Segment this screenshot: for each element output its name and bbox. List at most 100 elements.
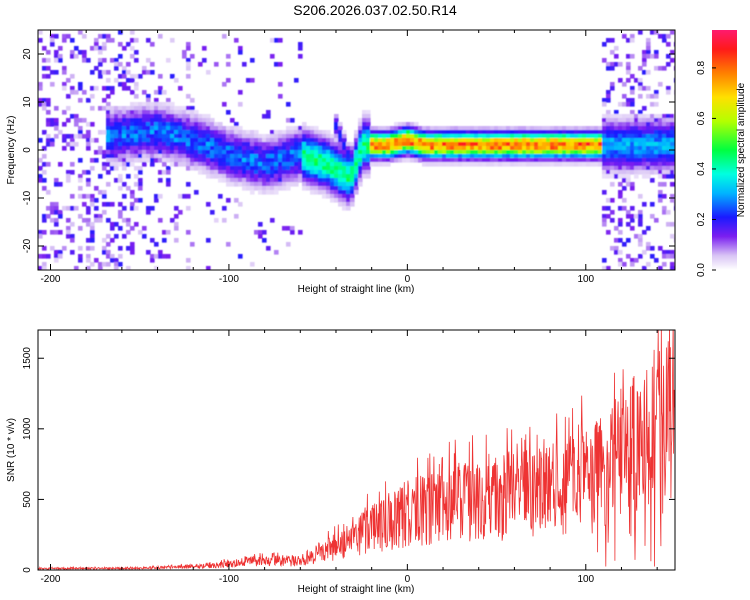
spectrogram-cell — [602, 122, 607, 127]
spectrogram-cell — [622, 126, 627, 131]
spectrogram-cell — [666, 166, 671, 171]
spectrogram-cell — [322, 182, 327, 187]
spectrogram-cell — [126, 86, 131, 91]
spectrogram-cell — [110, 130, 115, 135]
spectrogram-cell — [650, 102, 655, 107]
spectrogram-cell — [174, 238, 179, 243]
spectrogram-cell — [262, 238, 267, 243]
spectrogram-cell — [278, 178, 283, 183]
spectrogram-cell — [326, 190, 331, 195]
spectrogram-x-tick-label: -200 — [40, 274, 60, 285]
spectrogram-cell — [350, 162, 355, 167]
spectrogram-cell — [230, 138, 235, 143]
spectrogram-cell — [178, 134, 183, 139]
spectrogram-cell — [306, 170, 311, 175]
spectrogram-cell — [218, 126, 223, 131]
spectrogram-cell — [658, 134, 663, 139]
spectrogram-cell — [378, 134, 383, 139]
spectrogram-cell — [466, 126, 471, 131]
spectrogram-cell — [446, 150, 451, 155]
spectrogram-cell — [334, 150, 339, 155]
spectrogram-cell — [242, 130, 247, 135]
spectrogram-cell — [78, 186, 83, 191]
spectrogram-cell — [110, 162, 115, 167]
spectrogram-cell — [178, 122, 183, 127]
spectrogram-cell — [114, 166, 119, 171]
spectrogram-cell — [302, 150, 307, 155]
spectrogram-cell — [238, 90, 243, 95]
spectrogram-cell — [390, 134, 395, 139]
spectrogram-cell — [466, 154, 471, 159]
spectrogram-cell — [166, 178, 171, 183]
spectrogram-cell — [206, 162, 211, 167]
spectrogram-cell — [154, 106, 159, 111]
spectrogram-cell — [578, 154, 583, 159]
spectrogram-cell — [670, 146, 675, 151]
spectrogram-cell — [478, 130, 483, 135]
spectrogram-cell — [506, 154, 511, 159]
spectrogram-cell — [474, 138, 479, 143]
spectrogram-cell — [174, 138, 179, 143]
spectrogram-cell — [134, 106, 139, 111]
spectrogram-cell — [274, 170, 279, 175]
spectrogram-cell — [150, 150, 155, 155]
spectrogram-cell — [250, 158, 255, 163]
spectrogram-cell — [274, 174, 279, 179]
spectrogram-cell — [38, 102, 43, 107]
spectrogram-cell — [550, 154, 555, 159]
spectrogram-cell — [198, 118, 203, 123]
spectrogram-cell — [606, 266, 611, 270]
spectrogram-cell — [314, 138, 319, 143]
spectrogram-cell — [258, 170, 263, 175]
spectrogram-cell — [346, 186, 351, 191]
spectrogram-cell — [654, 158, 659, 163]
spectrogram-cell — [454, 142, 459, 147]
spectrogram-cell — [158, 154, 163, 159]
spectrogram-cell — [654, 130, 659, 135]
spectrogram-cell — [102, 202, 107, 207]
spectrogram-cell — [390, 146, 395, 151]
spectrogram-cell — [138, 110, 143, 115]
spectrogram-cell — [174, 106, 179, 111]
spectrogram-cell — [94, 218, 99, 223]
spectrogram-cell — [102, 34, 107, 39]
spectrogram-cell — [150, 162, 155, 167]
spectrogram-cell — [622, 146, 627, 151]
spectrogram-cell — [194, 110, 199, 115]
spectrogram-cell — [550, 150, 555, 155]
spectrogram-cell — [310, 170, 315, 175]
spectrogram-cell — [206, 266, 211, 270]
spectrogram-cell — [214, 158, 219, 163]
spectrogram-cell — [294, 150, 299, 155]
spectrogram-cell — [270, 150, 275, 155]
spectrogram-cell — [642, 162, 647, 167]
spectrogram-cell — [350, 146, 355, 151]
spectrogram-cell — [638, 234, 643, 239]
spectrogram-cell — [246, 134, 251, 139]
spectrogram-cell — [542, 158, 547, 163]
spectrogram-cell — [42, 246, 47, 251]
spectrogram-cell — [250, 130, 255, 135]
spectrogram-cell — [410, 134, 415, 139]
spectrogram-cell — [518, 130, 523, 135]
spectrogram-cell — [274, 146, 279, 151]
spectrogram-cell — [290, 174, 295, 179]
spectrogram-cell — [474, 126, 479, 131]
spectrogram-cell — [234, 122, 239, 127]
spectrogram-cell — [470, 142, 475, 147]
spectrogram-cell — [134, 206, 139, 211]
spectrogram-cell — [398, 154, 403, 159]
spectrogram-cell — [150, 238, 155, 243]
spectrogram-cell — [614, 250, 619, 255]
spectrogram-cell — [242, 162, 247, 167]
spectrogram-cell — [94, 38, 99, 43]
spectrogram-cell — [70, 90, 75, 95]
spectrogram-cell — [258, 190, 263, 195]
spectrogram-cell — [50, 210, 55, 215]
spectrogram-cell — [250, 138, 255, 143]
spectrogram-cell — [518, 142, 523, 147]
spectrogram-cell — [594, 138, 599, 143]
spectrogram-cell — [70, 50, 75, 55]
spectrogram-cell — [198, 138, 203, 143]
spectrogram-cell — [602, 162, 607, 167]
